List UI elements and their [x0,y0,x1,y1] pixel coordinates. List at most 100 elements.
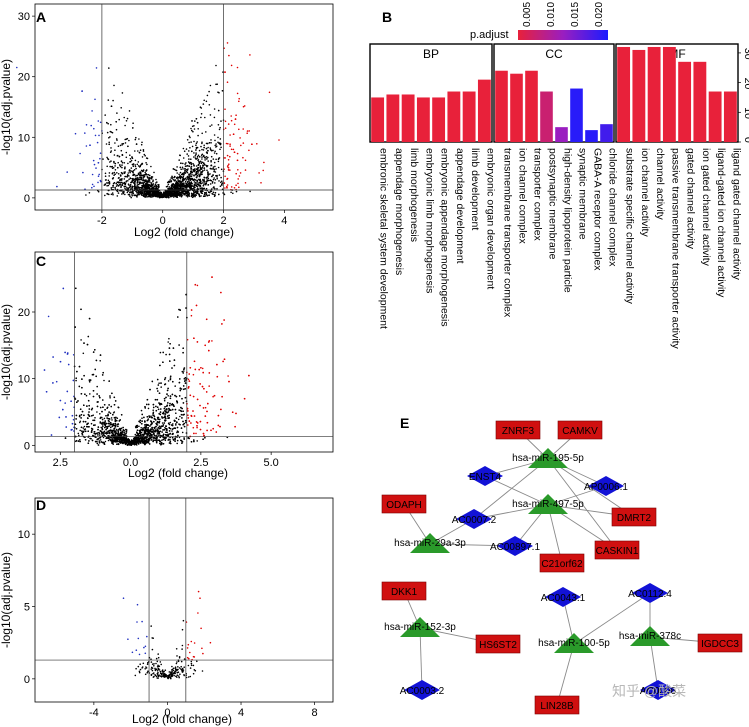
volcano-point [224,157,226,159]
volcano-point [224,175,226,178]
volcano-point [146,398,149,401]
volcano-point [183,192,185,195]
volcano-point [112,177,115,179]
volcano-point [145,187,148,190]
volcano-point [120,185,122,187]
volcano-point [167,417,169,419]
volcano-point [201,161,204,164]
volcano-point [169,395,172,397]
volcano-point [187,410,189,412]
volcano-point [137,433,139,435]
volcano-point [99,396,101,399]
volcano-point [214,194,216,196]
volcano-point [79,439,81,441]
volcano-point [193,140,195,143]
volcano-point [143,191,146,193]
volcano-point [124,185,127,188]
volcano-point [81,434,84,436]
volcano-point [108,175,110,177]
volcano-point [150,429,152,431]
volcano-point [230,64,233,67]
volcano-point [98,134,100,137]
volcano-point [237,178,239,180]
volcano-point [248,374,250,377]
volcano-point [226,184,229,186]
volcano-point [199,428,202,431]
volcano-point [111,192,114,194]
volcano-point [94,349,96,351]
volcano-point [177,179,179,182]
volcano-point [177,190,180,192]
volcano-point [181,417,183,419]
volcano-point [75,418,77,420]
volcano-point [120,149,123,152]
volcano-point [107,184,110,187]
volcano-point [119,419,121,421]
volcano-point [110,150,113,152]
volcano-point [195,153,197,156]
volcano-point [163,399,166,402]
volcano-point [113,431,116,433]
volcano-point [114,165,116,167]
volcano-point [226,178,228,180]
volcano-point [161,422,164,424]
volcano-point [142,195,145,197]
volcano-point [228,380,230,383]
volcano-point [172,179,175,181]
volcano-point [177,316,179,318]
volcano-point [213,170,215,173]
volcano-point [190,186,192,188]
y-tick-label: 30 [18,11,30,23]
volcano-point [143,174,145,176]
volcano-point [181,184,183,187]
volcano-point [189,187,191,189]
volcano-point [179,186,182,188]
volcano-point [153,427,156,430]
volcano-point [106,182,108,184]
volcano-point [103,417,106,420]
volcano-point [215,145,218,147]
volcano-point [236,152,239,155]
volcano-point [77,400,79,402]
volcano-point [91,439,94,442]
volcano-point [193,170,195,173]
volcano-point [198,149,201,152]
volcano-point [196,146,199,149]
volcano-point [119,174,122,176]
volcano-point [164,377,167,379]
volcano-point [154,194,157,197]
volcano-point [206,94,209,97]
panel-d-letter: D [36,497,46,513]
volcano-point [221,183,223,185]
volcano-point [116,184,119,186]
volcano-point [127,145,129,148]
volcano-point [181,166,184,169]
volcano-point [237,169,239,171]
volcano-point [196,341,199,343]
volcano-point [204,415,207,417]
volcano-point [173,419,176,422]
volcano-point [212,178,215,181]
volcano-point [165,431,167,434]
volcano-point [124,124,126,127]
volcano-point [104,183,106,186]
volcano-point [191,150,193,153]
volcano-point [108,431,110,434]
volcano-point [120,186,122,189]
volcano-point [238,175,241,177]
volcano-point [188,150,190,152]
volcano-point [180,195,183,198]
volcano-point [220,120,222,122]
volcano-point [164,416,166,418]
volcano-point [203,179,205,181]
volcano-point [171,195,174,197]
volcano-point [129,171,131,174]
volcano-point [152,180,154,183]
volcano-point [178,344,180,346]
volcano-point [206,142,209,145]
volcano-point [152,406,155,409]
volcano-point [15,66,18,69]
volcano-point [173,405,175,408]
volcano-point [195,181,197,184]
volcano-point [123,431,125,434]
